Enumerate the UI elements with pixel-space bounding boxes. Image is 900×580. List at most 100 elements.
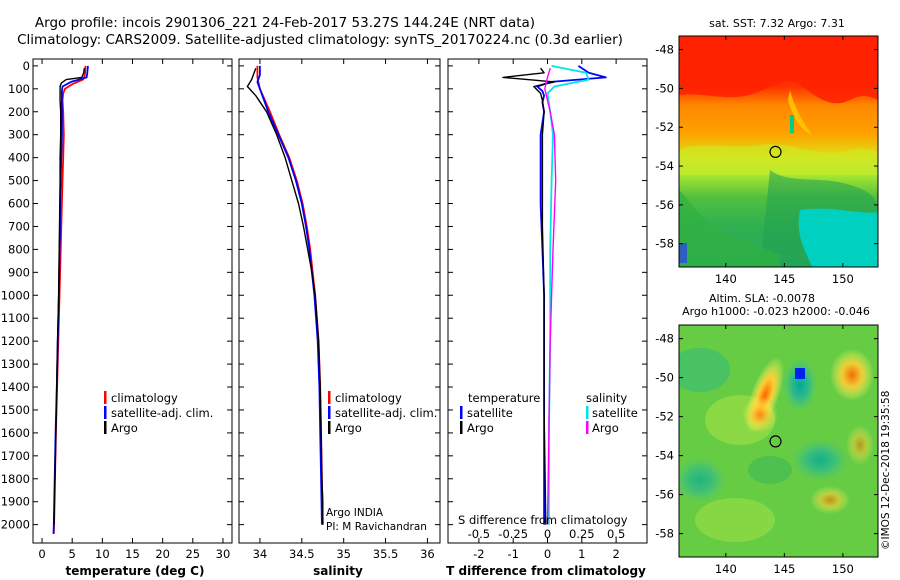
legend-s-argo-swatch [586,421,589,434]
x-tick-label: 34.5 [289,547,315,561]
x-tick-label: 0 [38,547,45,561]
difference-legend: temperature salinity satellite Argo sate… [458,391,638,527]
x-tick-label: 1 [578,547,585,561]
legend-t-satellite-label: satellite [467,406,513,420]
legend-salinity-title: salinity [586,391,627,405]
sla-map-image [679,325,878,557]
t-difference-axis-label: T difference from climatology [446,564,646,578]
plot-frame [32,58,233,544]
depth-tick-label: 900 [8,265,30,279]
lat-tick-label: -58 [655,237,674,251]
x-tick-label: 15 [125,547,140,561]
lat-tick-label: -54 [655,159,674,173]
series-line-argo [53,68,85,525]
depth-tick-label: 1600 [1,426,30,440]
x-tick-label: -2 [473,547,484,561]
legend-s-argo-label: Argo [592,421,619,435]
argo-pi-note: PI: M Ravichandran [326,521,427,533]
legend-argo-swatch [328,421,331,434]
depth-tick-label: 600 [8,197,30,211]
x-tick-label: 35 [336,547,351,561]
figure-title-line1: Argo profile: incois 2901306_221 24-Feb-… [35,15,535,31]
series-line-satellite-adj-clim- [256,65,323,525]
x-tick-label: -1 [507,547,518,561]
lon-tick-label: 140 [715,272,737,286]
lat-tick-label: -50 [655,371,674,385]
plot-frame [447,58,648,544]
salinity-legend: climatology satellite-adj. clim. Argo Ar… [326,391,437,533]
s-tick-label: 0.5 [607,527,625,541]
salinity-profile-panel: 34 34.5 35 35.5 36 [238,58,441,561]
series-line-s-argo [544,68,557,525]
s-tick-label: -0.25 [498,527,528,541]
depth-tick-label: 1400 [1,380,30,394]
lat-tick-label: -52 [655,410,674,424]
legend-s-satellite-label: satellite [592,406,638,420]
series-line-argo [246,67,324,525]
legend-argo-label: Argo [111,421,138,435]
legend-argo-label: Argo [335,421,362,435]
x-tick-label: 10 [95,547,110,561]
depth-tick-label: 1100 [1,311,30,325]
depth-tick-label: 100 [8,82,30,96]
depth-tick-label: 1500 [1,403,30,417]
sst-map-frame [678,35,879,268]
depth-tick-label: 800 [8,242,30,256]
lon-tick-label: 150 [832,272,854,286]
depth-tick-label: 1700 [1,449,30,463]
x-tick-label: 25 [185,547,200,561]
depth-tick-label: 300 [8,128,30,142]
legend-satellite-swatch [328,406,331,419]
legend-climatology-label: climatology [111,391,178,405]
x-tick-label: 2 [612,547,619,561]
x-tick-label: 30 [216,547,231,561]
legend-s-satellite-swatch [586,406,589,419]
sla-map-frame [678,324,879,558]
lat-tick-label: -48 [655,332,674,346]
sst-map-title: sat. SST: 7.32 Argo: 7.31 [709,17,845,30]
sla-map-title: Altim. SLA: -0.0078 [709,292,815,305]
s-tick-label: 0.25 [569,527,595,541]
s-difference-axis-label: S difference from climatology [458,513,628,527]
depth-tick-label: 200 [8,105,30,119]
depth-tick-label: 1300 [1,357,30,371]
argo-program-note: Argo INDIA [326,507,384,519]
legend-t-satellite-swatch [460,406,463,419]
depth-tick-label: 0 [23,59,30,73]
lat-tick-label: -50 [655,81,674,95]
depth-tick-label: 700 [8,219,30,233]
lat-tick-label: -56 [655,488,674,502]
sla-map-axes: -48 -50 -52 -54 -56 -58 140 145 150 [655,325,878,576]
temperature-axis-label: temperature (deg C) [66,564,205,578]
lat-tick-label: -52 [655,120,674,134]
series-line-t-argo [502,67,556,525]
x-tick-label: 20 [155,547,170,561]
depth-tick-label: 1000 [1,288,30,302]
argo-location-marker [769,145,782,158]
depth-tick-label: 400 [8,151,30,165]
x-tick-label: 34 [253,547,268,561]
legend-climatology-swatch [104,391,107,404]
legend-climatology-swatch [328,391,331,404]
argo-location-marker [769,435,782,448]
legend-climatology-label: climatology [335,391,402,405]
temperature-profile-panel: 0100200300400500600700800900100011001200… [1,58,233,561]
legend-t-argo-swatch [460,421,463,434]
salinity-axis-label: salinity [313,564,363,578]
legend-temperature-title: temperature [468,391,540,405]
sst-map-image [679,36,878,267]
figure-title-line2: Climatology: CARS2009. Satellite-adjuste… [17,32,623,48]
x-tick-label: 36 [420,547,435,561]
lon-tick-label: 150 [832,562,854,576]
sst-map-axes: -48 -50 -52 -54 -56 -58 140 145 150 [655,36,878,286]
legend-satellite-swatch [104,406,107,419]
copyright-timestamp: ©IMOS 12-Dec-2018 19:35:58 [880,391,892,550]
lat-tick-label: -54 [655,449,674,463]
lon-tick-label: 145 [773,562,795,576]
legend-t-argo-label: Argo [467,421,494,435]
legend-satellite-label: satellite-adj. clim. [111,406,213,420]
depth-tick-label: 1900 [1,495,30,509]
legend-argo-swatch [104,421,107,434]
temperature-legend: climatology satellite-adj. clim. Argo [104,391,213,435]
